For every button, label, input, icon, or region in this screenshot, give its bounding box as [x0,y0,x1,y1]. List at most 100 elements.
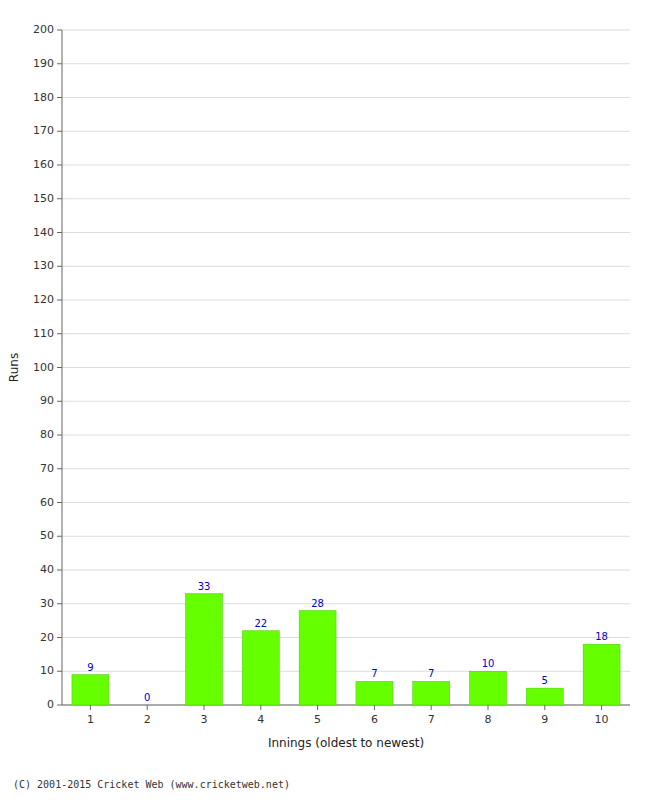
bar [242,631,279,705]
y-tick-label: 140 [33,226,54,239]
grid-line [62,671,630,672]
grid-line [62,63,630,64]
grid-line [62,401,630,402]
y-tick-label: 190 [33,57,54,70]
grid-line [62,468,630,469]
bar [413,681,450,705]
data-label: 9 [87,662,93,673]
data-label: 10 [482,658,495,669]
grid-line [62,333,630,334]
grid-line [62,165,630,166]
y-tick [57,97,62,98]
data-label: 7 [371,668,377,679]
x-tick [317,705,318,710]
footer: (C) 2001-2015 Cricket Web (www.cricketwe… [13,779,290,790]
x-tick-label: 3 [201,713,208,726]
grid-line [62,131,630,132]
x-tick [147,705,148,710]
grid-line [62,30,630,31]
grid-line [62,232,630,233]
y-tick [57,536,62,537]
data-label: 22 [254,618,267,629]
y-axis-line [62,30,63,705]
chart-container: 0102030405060708090100110120130140150160… [0,0,650,800]
grid-line [62,502,630,503]
y-tick-label: 90 [40,394,54,407]
y-tick-label: 30 [40,597,54,610]
y-tick [57,468,62,469]
grid-line [62,603,630,604]
bar [299,611,336,706]
y-tick-label: 20 [40,631,54,644]
grid-line [62,266,630,267]
grid-line [62,198,630,199]
y-axis-label: Runs [7,353,21,382]
y-tick-label: 60 [40,496,54,509]
bar [186,594,223,705]
y-tick-label: 10 [40,664,54,677]
grid [62,30,630,705]
bar [356,681,393,705]
grid-line [62,536,630,537]
x-axis-label: Innings (oldest to newest) [268,736,424,750]
data-label: 0 [144,692,150,703]
grid-line [62,637,630,638]
x-tick [431,705,432,710]
grid-line [62,300,630,301]
x-tick [204,705,205,710]
data-label: 18 [595,631,608,642]
y-tick [57,502,62,503]
y-tick [57,603,62,604]
y-tick-label: 180 [33,91,54,104]
y-tick-label: 160 [33,158,54,171]
x-tick-label: 6 [371,713,378,726]
axes: 0102030405060708090100110120130140150160… [33,23,630,726]
grid-line [62,367,630,368]
bar [129,705,166,706]
y-tick [57,705,62,706]
y-tick [57,300,62,301]
y-tick [57,266,62,267]
x-tick-label: 2 [144,713,151,726]
data-label: 28 [311,598,324,609]
data-label: 5 [542,675,548,686]
y-tick-label: 0 [47,698,54,711]
y-tick [57,131,62,132]
y-tick-label: 50 [40,529,54,542]
y-tick [57,333,62,334]
bar [583,644,620,705]
y-tick [57,30,62,31]
y-tick [57,165,62,166]
y-tick [57,637,62,638]
grid-line [62,435,630,436]
x-tick [90,705,91,710]
chart: 0102030405060708090100110120130140150160… [0,0,650,800]
y-tick-label: 70 [40,462,54,475]
y-tick-label: 200 [33,23,54,36]
data-labels: 903322287710518 [87,581,608,703]
y-tick-label: 110 [33,327,54,340]
x-tick [488,705,489,710]
y-tick-label: 80 [40,428,54,441]
x-tick-label: 1 [87,713,94,726]
data-label: 33 [198,581,211,592]
bar [526,688,563,705]
grid-line [62,570,630,571]
x-tick [544,705,545,710]
bar [72,675,109,705]
x-tick [601,705,602,710]
y-tick [57,671,62,672]
y-tick [57,367,62,368]
x-tick [260,705,261,710]
y-tick-label: 170 [33,124,54,137]
y-tick [57,570,62,571]
x-tick-label: 10 [595,713,609,726]
y-tick-label: 120 [33,293,54,306]
y-tick-label: 100 [33,361,54,374]
x-tick [374,705,375,710]
y-tick [57,401,62,402]
x-tick-label: 7 [428,713,435,726]
y-tick-label: 130 [33,259,54,272]
y-tick-label: 40 [40,563,54,576]
y-tick [57,435,62,436]
